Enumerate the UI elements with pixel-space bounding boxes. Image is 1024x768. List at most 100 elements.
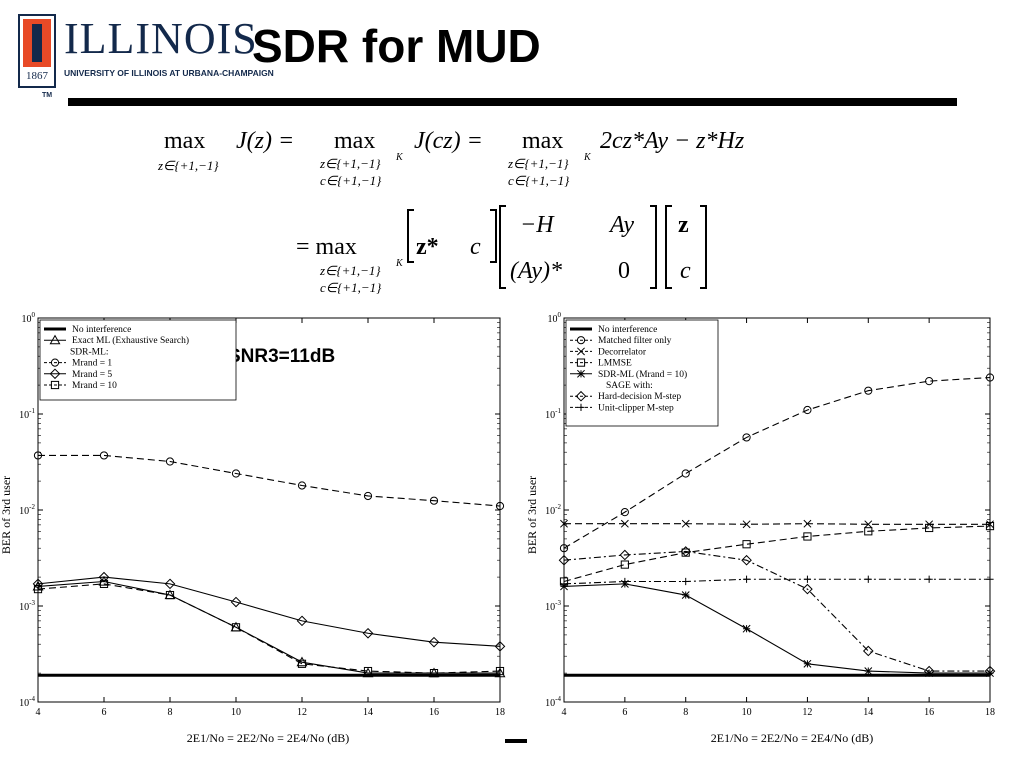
eq-sub-1: z∈{+1,−1}	[157, 158, 219, 173]
y-tick-label: 10-4	[545, 695, 561, 709]
chart-xlabel: 2E1/No = 2E2/No = 2E4/No (dB)	[711, 731, 874, 745]
x-tick-label: 6	[622, 707, 627, 718]
data-point	[620, 519, 629, 528]
eq-sub-4b: c∈{+1,−1}	[320, 280, 382, 295]
x-tick-label: 12	[297, 707, 307, 718]
eq-max-2: max	[334, 128, 375, 154]
data-point	[862, 645, 874, 657]
data-point	[619, 549, 631, 561]
data-point	[620, 560, 629, 569]
data-point	[803, 519, 812, 528]
data-point	[363, 666, 373, 676]
legend-label: SDR-ML (Mrand = 10)	[598, 369, 687, 380]
x-tick-label: 18	[495, 707, 505, 718]
chart-ylabel: BER of 3rd user	[0, 476, 13, 554]
data-point	[864, 386, 873, 395]
series-unit-clipper-m-step	[560, 575, 994, 588]
data-point	[802, 583, 813, 595]
data-point	[50, 380, 60, 390]
data-point	[925, 377, 934, 386]
data-point	[363, 491, 373, 501]
data-point	[803, 659, 812, 668]
data-point	[577, 369, 585, 378]
data-point	[494, 667, 506, 678]
data-point	[33, 451, 43, 460]
data-point	[803, 532, 812, 541]
eq-bracket-col-left	[665, 205, 672, 289]
data-point	[742, 624, 751, 633]
data-point	[620, 508, 629, 517]
data-point	[429, 669, 439, 678]
data-point	[925, 575, 933, 583]
data-point	[558, 554, 570, 566]
legend-label: No interference	[598, 324, 657, 335]
data-point	[231, 623, 241, 632]
legend-label: Matched filter only	[598, 335, 672, 346]
x-tick-label: 8	[683, 707, 688, 718]
data-point	[297, 481, 307, 490]
legend-label: Hard-decision M-step	[598, 392, 681, 402]
data-point	[742, 433, 751, 442]
y-tick-label: 100	[22, 311, 36, 325]
data-point	[231, 469, 241, 478]
data-point	[681, 519, 690, 528]
data-point	[741, 554, 752, 566]
series-mrand-1	[33, 451, 505, 511]
data-point	[575, 390, 587, 402]
block-i-icon: 1867	[18, 14, 56, 88]
data-point	[495, 666, 505, 676]
legend-label: Decorrelator	[598, 347, 647, 357]
series-exact-ml-exhaustive-search-	[32, 575, 506, 678]
chart-annotation: SNR3=11dB	[228, 346, 335, 367]
legend-box	[39, 319, 237, 401]
series-decorrelator	[560, 519, 994, 529]
series-line	[563, 583, 990, 674]
data-point	[925, 669, 934, 678]
title-rule	[68, 98, 957, 106]
data-point	[98, 571, 110, 583]
series-line	[564, 523, 990, 525]
logo-trademark: TM	[42, 92, 53, 99]
data-point	[49, 334, 61, 345]
series-line	[563, 376, 991, 549]
eq-max-1: max	[164, 128, 205, 154]
y-tick-label: 100	[548, 311, 562, 325]
slide-title: SDR for MUD	[252, 20, 541, 72]
eq-bracket-col-right	[700, 205, 707, 289]
chart-left: SNR3=11dB BER of 3rd user 2E1/No = 2E2/N…	[0, 311, 506, 745]
eq-mat-21: (Ay)*	[510, 258, 562, 284]
data-point	[985, 373, 995, 382]
x-tick-label: 4	[562, 707, 567, 718]
series-matched-filter-only	[559, 373, 995, 553]
data-point	[495, 501, 505, 511]
eq-sub-2b: c∈{+1,−1}	[320, 173, 382, 188]
x-tick-label: 4	[36, 707, 41, 718]
eq-sub-3a: z∈{+1,−1}	[507, 156, 569, 171]
data-point	[864, 520, 873, 529]
eq-line2-prefix: = max	[296, 234, 357, 260]
data-point	[494, 641, 506, 652]
series-mrand-10	[33, 579, 505, 678]
legend-header: SDR-ML:	[70, 347, 109, 357]
legend-box	[565, 319, 719, 427]
data-point	[864, 667, 873, 676]
data-point	[742, 575, 751, 583]
data-point	[559, 544, 569, 553]
data-point	[296, 615, 308, 627]
data-point	[33, 584, 43, 594]
y-tick-label: 10-3	[19, 599, 35, 613]
x-tick-label: 10	[231, 707, 241, 718]
eq-sup-k-3: K	[395, 258, 404, 269]
eq-term-2: J(cz) =	[414, 128, 483, 154]
eq-bracket-row-right	[490, 209, 497, 263]
legend-label: Mrand = 5	[72, 370, 112, 380]
data-point	[681, 591, 690, 600]
slide-dash	[505, 739, 527, 743]
data-point	[429, 496, 439, 505]
eq-sub-4a: z∈{+1,−1}	[319, 263, 381, 278]
chart-ylabel: BER of 3rd user	[526, 476, 539, 554]
data-point	[164, 578, 176, 590]
data-point	[49, 368, 61, 380]
data-point	[577, 403, 585, 411]
data-point	[925, 523, 934, 533]
